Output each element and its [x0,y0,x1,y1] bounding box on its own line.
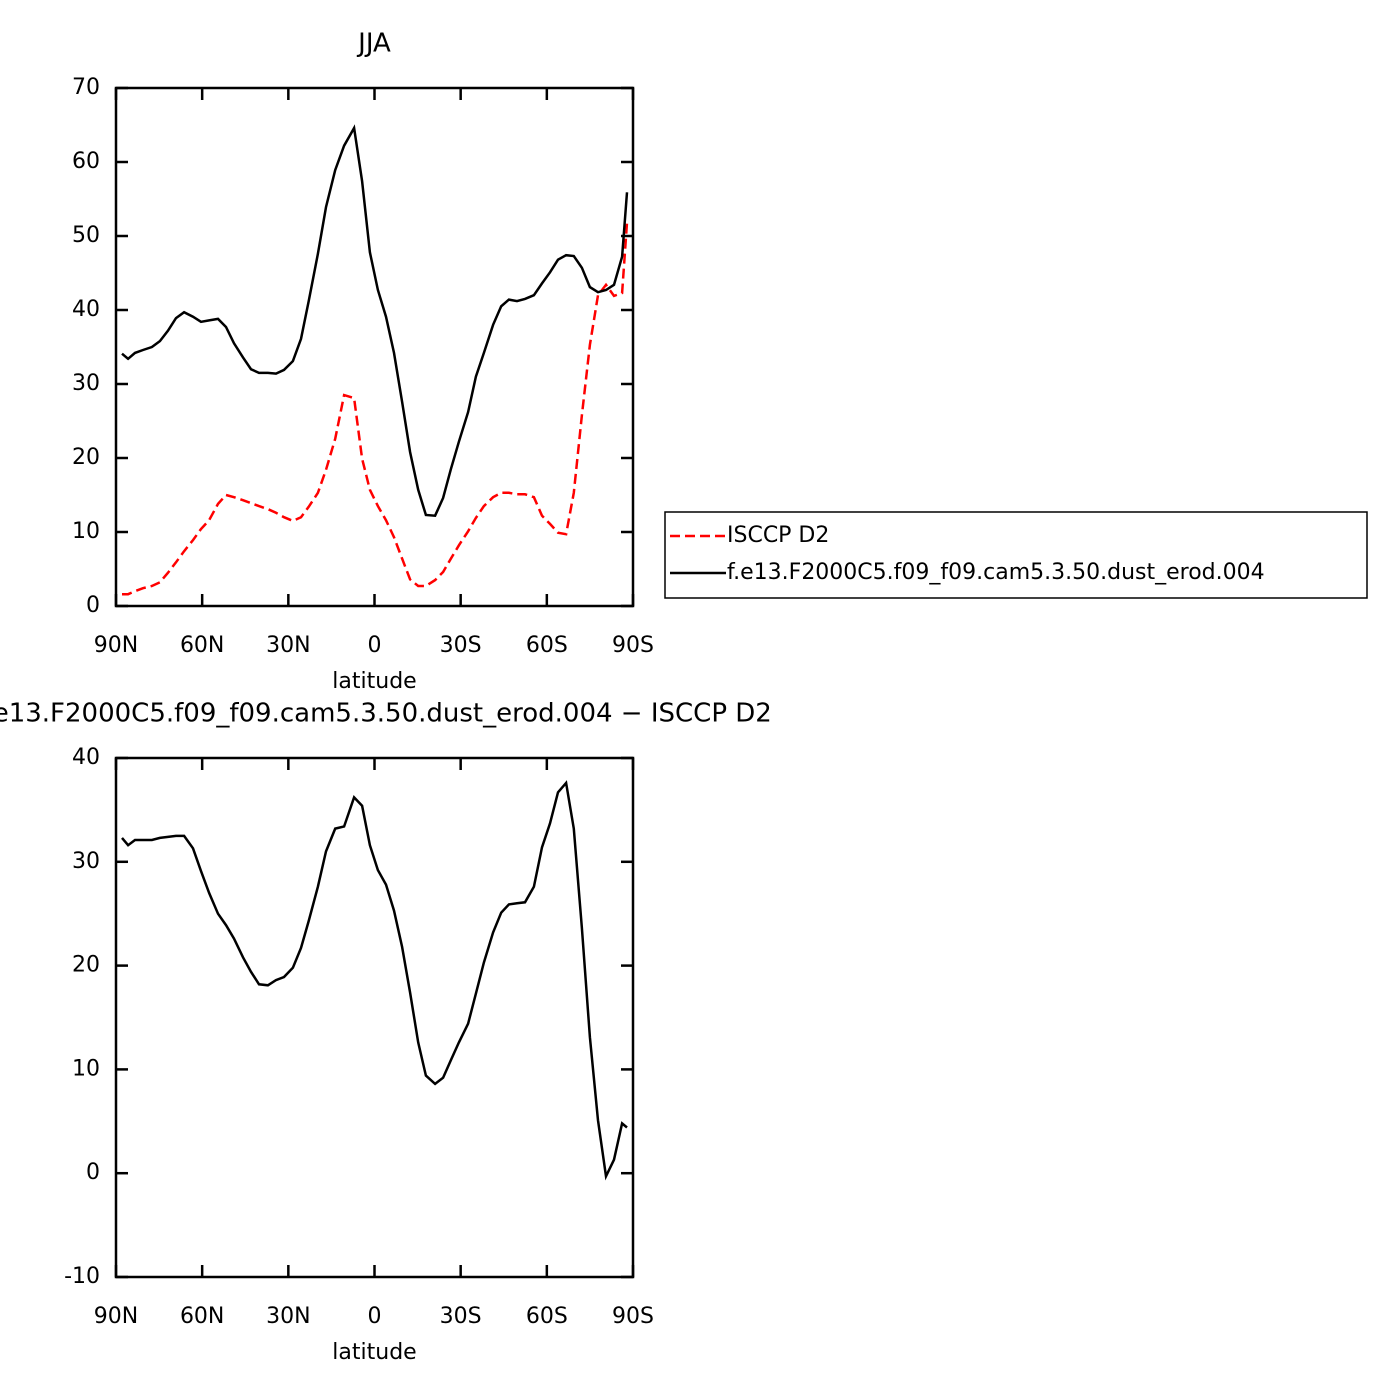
series-line [121,124,629,518]
chart-title: f.e13.F2000C5.f09_f09.cam5.3.50.dust_ero… [0,699,772,729]
y-axis-label: High-level cloud (percent) [20,204,45,490]
series-line [121,780,628,1181]
x-tick-label: 60N [180,633,224,658]
y-tick-label: 20 [72,953,100,978]
x-tick-label: 30N [266,1304,310,1329]
y-tick-label: 50 [72,223,100,248]
x-axis-label: latitude [332,669,416,694]
plot-frame [114,86,635,608]
x-tick-label: 60N [180,1304,224,1329]
x-tick-label: 90S [612,633,654,658]
x-tick-label: 30S [440,633,482,658]
y-tick-label: 60 [72,149,100,174]
y-tick-label: 0 [86,1160,100,1185]
x-tick-label: 60S [526,1304,568,1329]
y-tick-label: -10 [64,1264,100,1289]
x-tick-label: 0 [368,1304,382,1329]
plot-frame [114,756,635,1279]
y-tick-label: 10 [72,1056,100,1081]
x-tick-label: 0 [368,633,382,658]
y-tick-label: 40 [72,745,100,770]
x-tick-label: 60S [526,633,568,658]
x-tick-label: 90N [94,633,138,658]
series-line [122,222,629,596]
x-tick-label: 30S [440,1304,482,1329]
y-tick-label: 40 [72,297,100,322]
y-tick-label: 20 [72,445,100,470]
legend-label: ISCCP D2 [727,523,829,548]
x-axis-label: latitude [332,1340,416,1365]
y-axis-label: High-level cloud (percent) [20,875,45,1161]
x-tick-label: 90N [94,1304,138,1329]
y-tick-label: 70 [72,75,100,100]
y-tick-label: 0 [86,593,100,618]
legend-box [664,511,1368,599]
legend-label: f.e13.F2000C5.f09_f09.cam5.3.50.dust_ero… [727,560,1265,585]
y-tick-label: 30 [72,371,100,396]
x-tick-label: 30N [266,633,310,658]
y-tick-label: 30 [72,849,100,874]
x-tick-label: 90S [612,1304,654,1329]
y-tick-label: 10 [72,519,100,544]
chart-title: JJA [356,29,391,59]
